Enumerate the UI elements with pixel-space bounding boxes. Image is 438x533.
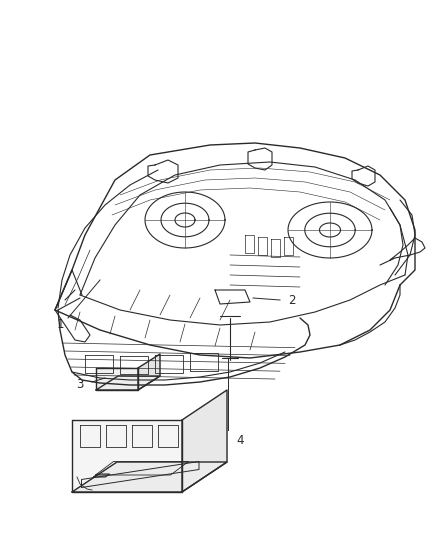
Polygon shape xyxy=(182,390,227,492)
Polygon shape xyxy=(72,462,227,492)
Polygon shape xyxy=(96,368,138,390)
Text: 1: 1 xyxy=(56,319,64,332)
Text: 3: 3 xyxy=(76,378,84,392)
Polygon shape xyxy=(72,420,182,492)
Polygon shape xyxy=(138,354,160,390)
Polygon shape xyxy=(93,474,110,477)
Polygon shape xyxy=(96,376,160,390)
Text: 2: 2 xyxy=(288,294,296,306)
Text: 4: 4 xyxy=(236,433,244,447)
